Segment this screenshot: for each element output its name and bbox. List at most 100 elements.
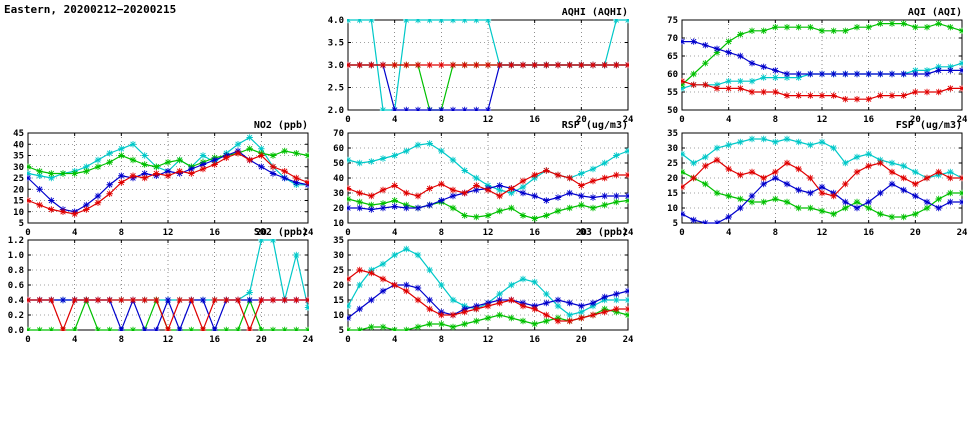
svg-text:8: 8 <box>773 115 778 125</box>
svg-text:20: 20 <box>576 228 587 238</box>
svg-text:0: 0 <box>345 115 350 125</box>
svg-text:20: 20 <box>256 335 267 345</box>
svg-text:1.2: 1.2 <box>8 236 24 246</box>
svg-text:4: 4 <box>392 335 398 345</box>
svg-text:8: 8 <box>119 335 124 345</box>
svg-text:0.8: 0.8 <box>8 266 24 276</box>
svg-text:20: 20 <box>667 174 678 184</box>
svg-text:16: 16 <box>863 228 874 238</box>
svg-text:4: 4 <box>392 115 398 125</box>
svg-text:20: 20 <box>333 204 344 214</box>
svg-text:35: 35 <box>13 152 24 162</box>
svg-text:5: 5 <box>19 219 24 229</box>
chart-title-fsp: FSP (ug/m3) <box>895 120 962 131</box>
svg-text:12: 12 <box>817 115 828 125</box>
svg-text:50: 50 <box>333 159 344 169</box>
svg-text:20: 20 <box>256 228 267 238</box>
svg-text:0: 0 <box>25 228 30 238</box>
chart-title-aqi: AQI (AQI) <box>907 7 962 18</box>
svg-text:10: 10 <box>667 204 678 214</box>
svg-text:24: 24 <box>957 115 968 125</box>
svg-text:1.0: 1.0 <box>8 251 24 261</box>
svg-text:70: 70 <box>333 129 344 139</box>
svg-text:2.5: 2.5 <box>328 84 344 94</box>
svg-text:70: 70 <box>667 34 678 44</box>
svg-text:15: 15 <box>13 197 24 207</box>
svg-text:3.0: 3.0 <box>328 61 344 71</box>
fsp-plot: 0 4 8 12 16 20 24 5 10 15 20 25 30 35 <box>667 129 968 238</box>
svg-text:20: 20 <box>576 115 587 125</box>
chart-no2: NO2 (ppb) 0 4 8 12 16 20 24 5 10 15 20 25 30 35 40 45 <box>0 117 316 239</box>
svg-text:5: 5 <box>339 326 344 336</box>
svg-text:16: 16 <box>529 228 540 238</box>
svg-text:15: 15 <box>333 296 344 306</box>
o3-plot: 0 4 8 12 16 20 24 5 10 15 20 25 30 35 <box>333 236 634 345</box>
svg-text:10: 10 <box>13 208 24 218</box>
svg-text:30: 30 <box>667 144 678 154</box>
svg-text:2.0: 2.0 <box>328 106 344 116</box>
page-title: Eastern, 20200212−20200215 <box>4 3 177 16</box>
svg-text:0.6: 0.6 <box>8 281 24 291</box>
svg-text:4: 4 <box>726 228 732 238</box>
svg-text:12: 12 <box>483 115 494 125</box>
svg-text:12: 12 <box>483 228 494 238</box>
svg-text:20: 20 <box>910 115 921 125</box>
chart-o3: O3 (ppb) 0 4 8 12 16 20 24 5 10 15 20 25 30 35 <box>318 224 636 346</box>
svg-text:24: 24 <box>957 228 968 238</box>
svg-text:3.5: 3.5 <box>328 39 344 49</box>
svg-text:24: 24 <box>623 335 634 345</box>
chart-title-aqhi: AQHI (AQHI) <box>561 7 628 18</box>
svg-text:25: 25 <box>333 266 344 276</box>
svg-text:65: 65 <box>667 52 678 62</box>
svg-text:45: 45 <box>13 129 24 139</box>
svg-text:24: 24 <box>623 115 634 125</box>
svg-text:4: 4 <box>72 335 78 345</box>
chart-fsp: FSP (ug/m3) 0 4 8 12 16 20 24 5 10 15 20 25 30 35 <box>652 117 970 239</box>
svg-text:0: 0 <box>679 115 684 125</box>
svg-text:16: 16 <box>209 228 220 238</box>
svg-text:8: 8 <box>439 115 444 125</box>
svg-text:10: 10 <box>333 219 344 229</box>
svg-text:0: 0 <box>345 228 350 238</box>
svg-text:60: 60 <box>667 70 678 80</box>
svg-text:30: 30 <box>333 251 344 261</box>
svg-text:16: 16 <box>529 335 540 345</box>
svg-text:24: 24 <box>623 228 634 238</box>
svg-text:40: 40 <box>333 174 344 184</box>
svg-text:0.0: 0.0 <box>8 326 24 336</box>
svg-text:0.4: 0.4 <box>8 296 25 306</box>
svg-text:4: 4 <box>392 228 398 238</box>
chart-title-no2: NO2 (ppb) <box>253 120 308 131</box>
svg-text:20: 20 <box>576 335 587 345</box>
svg-text:25: 25 <box>13 174 24 184</box>
svg-text:50: 50 <box>667 106 678 116</box>
chart-so2: SO2 (ppb) 0 4 8 12 16 20 24 0.0 0.2 0.4 0.6 0.8 1.0 1… <box>0 224 316 346</box>
svg-text:4: 4 <box>726 115 732 125</box>
chart-aqi: AQI (AQI) 0 4 8 12 16 20 24 50 55 60 65 70 75 <box>652 4 970 126</box>
chart-rsp: RSP (ug/m3) 0 4 8 12 16 20 24 10 20 30 40 50 60 70 <box>318 117 636 239</box>
svg-text:0.2: 0.2 <box>8 311 24 321</box>
aqi-plot: 0 4 8 12 16 20 24 50 55 60 65 70 75 <box>667 16 968 125</box>
svg-text:20: 20 <box>333 281 344 291</box>
svg-text:12: 12 <box>483 335 494 345</box>
svg-text:75: 75 <box>667 16 678 26</box>
svg-text:16: 16 <box>209 335 220 345</box>
chart-title-so2: SO2 (ppb) <box>253 227 308 238</box>
svg-text:5: 5 <box>673 219 678 229</box>
svg-text:55: 55 <box>667 88 678 98</box>
svg-text:8: 8 <box>119 228 124 238</box>
svg-text:16: 16 <box>529 115 540 125</box>
svg-text:12: 12 <box>163 228 174 238</box>
svg-text:30: 30 <box>333 189 344 199</box>
svg-text:0: 0 <box>345 335 350 345</box>
svg-text:12: 12 <box>817 228 828 238</box>
aqhi-plot: 0 4 8 12 16 20 24 2.0 2.5 3.0 3.5 4.0 <box>328 16 634 125</box>
svg-text:25: 25 <box>667 159 678 169</box>
svg-text:12: 12 <box>163 335 174 345</box>
svg-text:35: 35 <box>333 236 344 246</box>
svg-text:4: 4 <box>72 228 78 238</box>
svg-text:24: 24 <box>303 228 314 238</box>
svg-text:15: 15 <box>667 189 678 199</box>
svg-text:20: 20 <box>13 185 24 195</box>
